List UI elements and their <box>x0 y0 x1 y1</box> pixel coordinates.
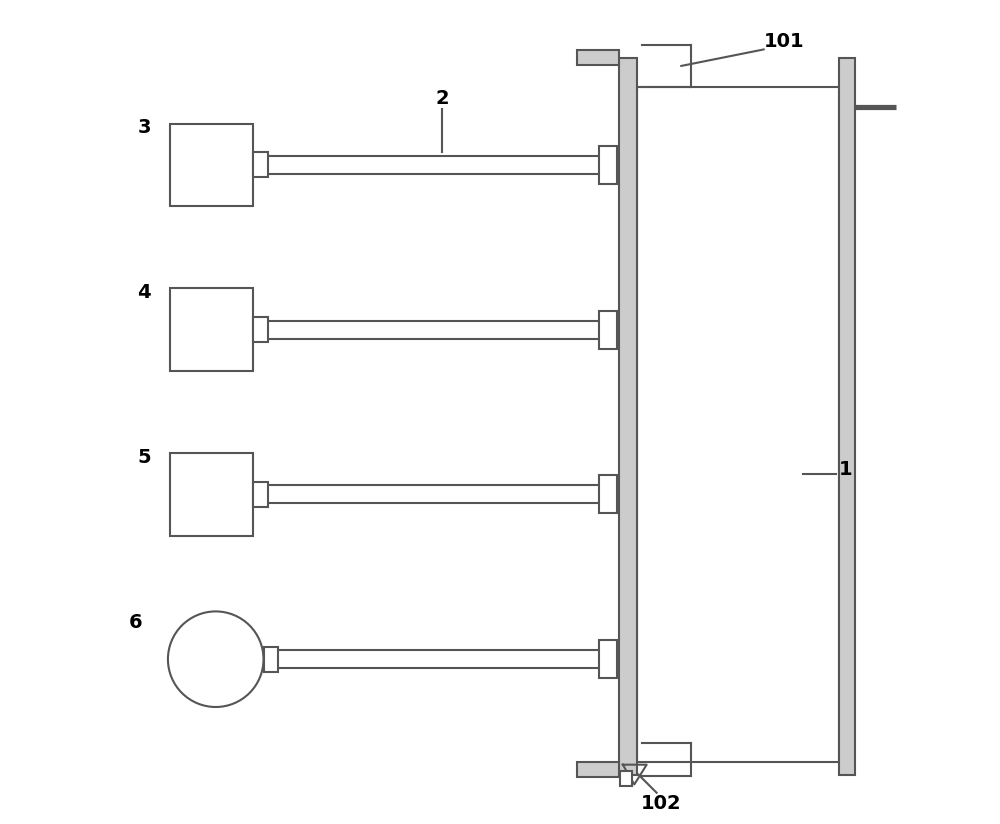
Bar <box>599 640 617 678</box>
Text: 4: 4 <box>137 283 151 302</box>
Bar <box>253 482 268 507</box>
Text: 1: 1 <box>839 460 853 480</box>
Bar <box>170 453 253 536</box>
Text: 3: 3 <box>137 118 151 138</box>
Bar <box>577 762 619 777</box>
Bar <box>577 50 619 65</box>
Text: 102: 102 <box>640 794 681 813</box>
Bar <box>599 475 617 513</box>
Bar <box>620 771 632 786</box>
Bar <box>253 317 268 342</box>
Text: 101: 101 <box>764 31 805 51</box>
Bar <box>599 311 617 349</box>
Bar <box>170 288 253 371</box>
Bar <box>619 58 637 775</box>
Bar <box>637 87 839 762</box>
Text: 5: 5 <box>137 447 151 467</box>
Bar <box>839 58 855 775</box>
Bar <box>170 124 253 206</box>
Bar <box>253 152 268 177</box>
Text: 6: 6 <box>129 612 143 632</box>
Circle shape <box>168 611 264 707</box>
Bar <box>264 647 278 672</box>
Bar <box>599 146 617 184</box>
Text: 2: 2 <box>436 89 449 109</box>
